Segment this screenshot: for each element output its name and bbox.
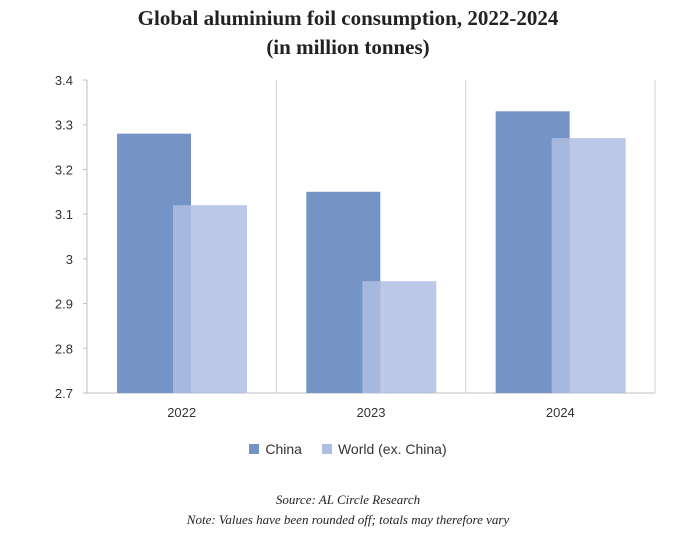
chart-title: Global aluminium foil consumption, 2022-… <box>137 6 559 30</box>
x-tick-label: 2023 <box>357 405 386 420</box>
bar-world-2022 <box>173 205 247 393</box>
y-tick-label: 3.3 <box>55 118 73 133</box>
legend-swatch-world <box>321 444 332 454</box>
x-tick-label: 2024 <box>546 405 575 420</box>
chart-legend: China World (ex. China) <box>0 441 696 457</box>
rounding-note: Note: Values have been rounded off; tota… <box>186 512 510 527</box>
source-note: Source: AL Circle Research <box>275 492 421 507</box>
chart-subtitle: (in million tonnes) <box>266 35 430 59</box>
x-tick-label: 2022 <box>167 405 196 420</box>
y-tick-label: 3.4 <box>55 73 73 88</box>
legend-item-china: China <box>249 441 302 457</box>
legend-label-world: World (ex. China) <box>337 441 447 457</box>
y-tick-label: 3.2 <box>55 162 73 177</box>
y-tick-label: 2.8 <box>55 341 73 356</box>
legend-item-world: World (ex. China) <box>321 441 447 457</box>
legend-label-china: China <box>265 441 302 457</box>
legend-swatch-china <box>249 444 260 454</box>
y-tick-label: 2.7 <box>55 386 73 401</box>
bar-world-2024 <box>551 138 626 393</box>
bar-world-2023 <box>362 281 437 393</box>
y-tick-label: 3 <box>66 252 73 267</box>
y-tick-label: 3.1 <box>55 207 73 222</box>
y-tick-label: 2.9 <box>55 297 73 312</box>
